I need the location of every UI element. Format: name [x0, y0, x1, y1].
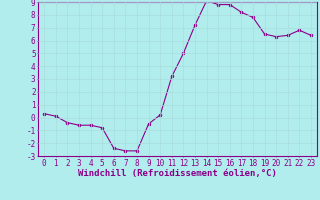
X-axis label: Windchill (Refroidissement éolien,°C): Windchill (Refroidissement éolien,°C) [78, 169, 277, 178]
